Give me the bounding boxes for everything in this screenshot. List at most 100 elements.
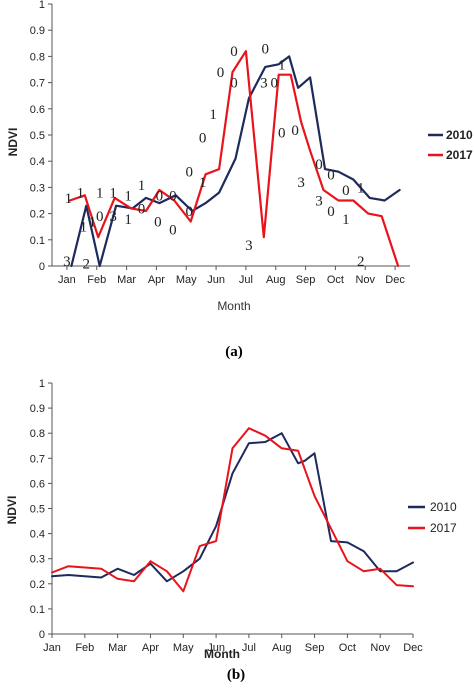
data-annotation: 0: [271, 76, 279, 92]
series-line-2017: [68, 50, 400, 268]
data-annotation: 1: [278, 57, 286, 73]
data-annotation: 1: [89, 214, 97, 230]
y-tick-label: 0.4: [30, 529, 45, 541]
data-annotation: 1: [342, 212, 350, 228]
x-tick-label: Mar: [117, 274, 136, 286]
data-annotation: 1: [209, 107, 217, 123]
y-tick-label: 0.3: [30, 554, 45, 566]
y-tick-label: 0.5: [30, 130, 45, 142]
y-tick-label: 0: [39, 261, 45, 273]
panel-a-ylabel: NDVI: [6, 128, 20, 157]
y-tick-label: 0.8: [30, 428, 45, 440]
data-annotation: 1: [77, 186, 85, 202]
y-tick-label: 0.4: [30, 156, 45, 168]
x-tick-label: Mar: [108, 642, 127, 654]
data-annotation: 3: [245, 238, 253, 254]
y-tick-label: 0.2: [30, 579, 45, 591]
data-annotation: 1: [80, 220, 88, 236]
data-annotation: 0: [169, 222, 177, 238]
legend-2010-label: 2010: [430, 500, 457, 514]
x-tick-label: Aug: [272, 642, 292, 654]
y-tick-label: 0.7: [30, 78, 45, 90]
data-annotation: 0: [185, 165, 193, 181]
x-tick-label: May: [173, 642, 194, 654]
y-tick-label: 0.3: [30, 182, 45, 194]
chart-panel-a: (a) Month NDVI 2010 2017 00.10.20.30.40.…: [6, 0, 473, 360]
x-tick-label: Dec: [403, 642, 423, 654]
data-annotation: 0: [342, 183, 350, 199]
y-tick-label: 0.6: [30, 478, 45, 490]
data-annotation: 3: [260, 76, 268, 92]
x-tick-label: Jan: [43, 642, 61, 654]
data-annotation: 0: [185, 204, 193, 220]
x-tick-label: Oct: [339, 642, 356, 654]
data-annotation: 0: [230, 44, 238, 60]
chart-panel-b: (b) Month NDVI 2010 2017 0 0.1 0.2 0.3 0.4 0.…: [5, 378, 457, 683]
x-tick-label: Jul: [239, 274, 253, 286]
x-tick-label: Oct: [327, 274, 344, 286]
x-tick-label: Jun: [207, 642, 225, 654]
panel-b-legend: 2010 2017: [408, 500, 457, 535]
data-annotation: 2: [83, 256, 91, 272]
panel-b-label: (b): [227, 667, 245, 683]
data-annotation: 0: [262, 42, 270, 58]
x-tick-label: Sep: [305, 642, 325, 654]
y-tick-label: 0.8: [30, 51, 45, 63]
data-annotation: 0: [169, 188, 177, 204]
y-tick-label: 0.2: [30, 209, 45, 221]
x-tick-label: Sep: [296, 274, 316, 286]
data-annotation: 1: [199, 175, 207, 191]
legend-2017-label: 2017: [430, 521, 457, 535]
data-annotation: 2: [357, 254, 365, 270]
data-annotation: 0: [217, 65, 225, 81]
data-annotation: 0: [138, 201, 146, 217]
data-annotation: 1: [109, 186, 117, 202]
y-tick-label: 0.1: [30, 604, 45, 616]
data-annotation: 0: [96, 209, 104, 225]
y-tick-label: 0.9: [30, 25, 45, 37]
legend-2017-label: 2017: [446, 148, 473, 162]
y-tick-label: 0.7: [30, 453, 45, 465]
x-tick-label: Feb: [87, 274, 106, 286]
data-annotation: 1: [96, 186, 104, 202]
data-annotation: 0: [315, 157, 323, 173]
x-tick-label: Nov: [370, 642, 390, 654]
series-line-2010: [51, 432, 414, 583]
panel-b-xlabel: Month: [204, 647, 240, 661]
legend-2010-label: 2010: [446, 128, 473, 142]
data-annotation: 3: [297, 175, 305, 191]
panel-a-label: (a): [225, 344, 243, 360]
x-tick-label: May: [176, 274, 197, 286]
panel-b-ylabel: NDVI: [5, 496, 19, 525]
y-tick-label: 0.9: [30, 403, 45, 415]
data-annotation: 3: [315, 194, 323, 210]
panel-a-xlabel: Month: [217, 299, 250, 313]
x-tick-label: Jun: [207, 274, 225, 286]
data-annotation: 0: [156, 188, 164, 204]
x-tick-label: Dec: [385, 274, 405, 286]
data-annotation: 3: [63, 254, 71, 270]
x-tick-label: Apr: [142, 642, 159, 654]
y-tick-label: 1: [39, 378, 45, 390]
data-annotation: 1: [138, 178, 146, 194]
x-tick-label: Nov: [355, 274, 375, 286]
y-tick-label: 0.6: [30, 104, 45, 116]
y-tick-label: 0: [39, 629, 45, 641]
data-annotation: 0: [199, 131, 207, 147]
data-annotation: 1: [124, 188, 132, 204]
x-tick-label: Apr: [148, 274, 165, 286]
series-line-2017: [51, 427, 414, 593]
data-annotation: 0: [154, 214, 162, 230]
data-annotation: 0: [278, 125, 286, 141]
data-annotation: 0: [327, 204, 335, 220]
data-annotation: 1: [357, 180, 365, 196]
x-tick-label: Jul: [242, 642, 256, 654]
data-annotation: 0: [291, 123, 299, 139]
data-annotation: 3: [109, 209, 117, 225]
y-tick-label: 0.1: [30, 235, 45, 247]
x-tick-label: Feb: [75, 642, 94, 654]
data-annotation: 0: [230, 76, 238, 92]
data-annotation: 1: [65, 191, 73, 207]
data-annotation: 1: [124, 212, 132, 228]
